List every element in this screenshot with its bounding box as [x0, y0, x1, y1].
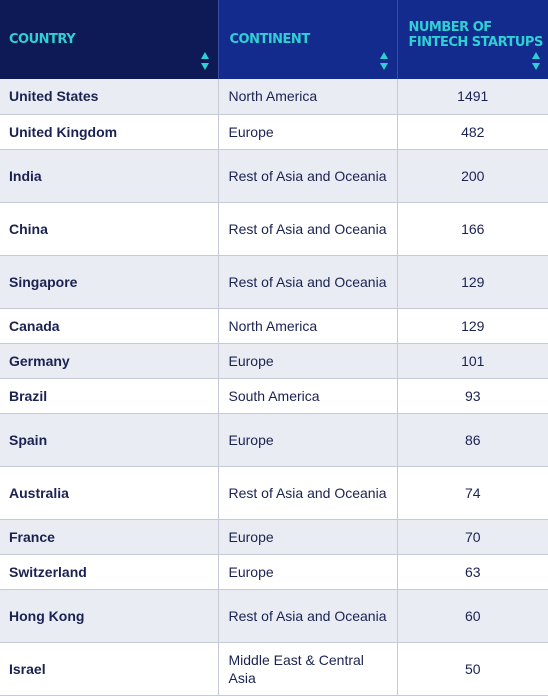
- country-cell: Hong Kong: [0, 589, 218, 642]
- table-row: Brazil South America 93: [0, 378, 548, 413]
- country-cell: United States: [0, 79, 218, 114]
- continent-cell: Rest of Asia and Oceania: [218, 466, 397, 519]
- table-row: France Europe 70: [0, 519, 548, 554]
- column-header-startups-label: NUMBER OF FINTECH STARTUPS: [409, 20, 548, 50]
- continent-cell: South America: [218, 378, 397, 413]
- table-row: Australia Rest of Asia and Oceania 74: [0, 466, 548, 519]
- country-cell: Switzerland: [0, 554, 218, 589]
- sort-icon[interactable]: [201, 52, 209, 70]
- continent-cell: North America: [218, 308, 397, 343]
- startups-count-cell: 74: [397, 466, 548, 519]
- table-row: Singapore Rest of Asia and Oceania 129: [0, 255, 548, 308]
- continent-cell: Europe: [218, 413, 397, 466]
- country-cell: France: [0, 519, 218, 554]
- continent-cell: Europe: [218, 114, 397, 149]
- table-row: China Rest of Asia and Oceania 166: [0, 202, 548, 255]
- sort-icon[interactable]: [380, 52, 388, 70]
- continent-cell: Rest of Asia and Oceania: [218, 255, 397, 308]
- continent-cell: Europe: [218, 519, 397, 554]
- country-cell: China: [0, 202, 218, 255]
- column-header-startups[interactable]: NUMBER OF FINTECH STARTUPS: [397, 0, 548, 79]
- country-cell: Spain: [0, 413, 218, 466]
- continent-cell: Europe: [218, 343, 397, 378]
- sort-icon[interactable]: [532, 52, 540, 70]
- startups-count-cell: 101: [397, 343, 548, 378]
- table-row: India Rest of Asia and Oceania 200: [0, 149, 548, 202]
- startups-count-cell: 60: [397, 589, 548, 642]
- continent-cell: Middle East & Central Asia: [218, 642, 397, 695]
- column-header-country[interactable]: COUNTRY: [0, 0, 218, 79]
- continent-cell: Europe: [218, 554, 397, 589]
- startups-count-cell: 93: [397, 378, 548, 413]
- column-header-continent[interactable]: CONTINENT: [218, 0, 397, 79]
- country-cell: Singapore: [0, 255, 218, 308]
- country-cell: Israel: [0, 642, 218, 695]
- startups-count-cell: 50: [397, 642, 548, 695]
- column-header-country-label: COUNTRY: [9, 32, 75, 47]
- continent-cell: North America: [218, 79, 397, 114]
- startups-count-cell: 200: [397, 149, 548, 202]
- table-body: United States North America 1491 United …: [0, 79, 548, 695]
- table-row: Spain Europe 86: [0, 413, 548, 466]
- continent-cell: Rest of Asia and Oceania: [218, 149, 397, 202]
- table-row: Canada North America 129: [0, 308, 548, 343]
- country-cell: Germany: [0, 343, 218, 378]
- startups-count-cell: 1491: [397, 79, 548, 114]
- startups-count-cell: 86: [397, 413, 548, 466]
- startups-count-cell: 129: [397, 308, 548, 343]
- continent-cell: Rest of Asia and Oceania: [218, 589, 397, 642]
- startups-count-cell: 166: [397, 202, 548, 255]
- table-row: United States North America 1491: [0, 79, 548, 114]
- country-cell: India: [0, 149, 218, 202]
- column-header-continent-label: CONTINENT: [230, 32, 310, 47]
- country-cell: Brazil: [0, 378, 218, 413]
- table-row: Switzerland Europe 63: [0, 554, 548, 589]
- table-row: Germany Europe 101: [0, 343, 548, 378]
- table-row: Israel Middle East & Central Asia 50: [0, 642, 548, 695]
- table-header: COUNTRY CONTINENT NUMBER OF FINTECH STAR…: [0, 0, 548, 79]
- continent-cell: Rest of Asia and Oceania: [218, 202, 397, 255]
- country-cell: Australia: [0, 466, 218, 519]
- startups-count-cell: 63: [397, 554, 548, 589]
- country-cell: Canada: [0, 308, 218, 343]
- table-row: United Kingdom Europe 482: [0, 114, 548, 149]
- table-row: Hong Kong Rest of Asia and Oceania 60: [0, 589, 548, 642]
- startups-count-cell: 482: [397, 114, 548, 149]
- startups-count-cell: 129: [397, 255, 548, 308]
- country-cell: United Kingdom: [0, 114, 218, 149]
- startups-count-cell: 70: [397, 519, 548, 554]
